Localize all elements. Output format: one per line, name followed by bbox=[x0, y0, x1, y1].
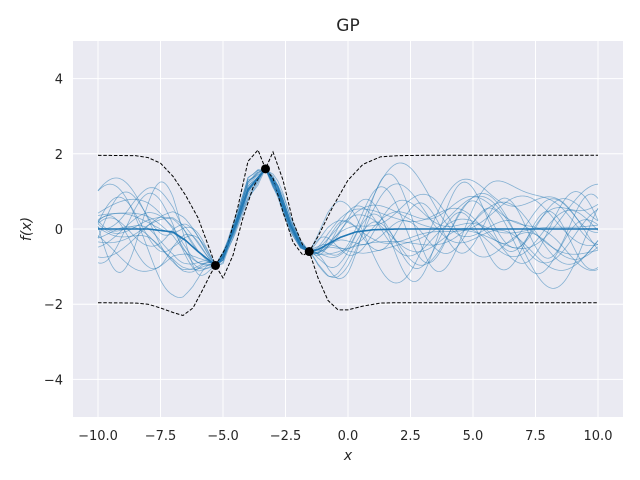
sample-line bbox=[97, 168, 599, 276]
x-axis-ticks: −10.0 −7.5 −5.0 −2.5 0.0 2.5 5.0 7.5 10.0 bbox=[78, 429, 612, 444]
x-tick-label: −2.5 bbox=[270, 429, 302, 444]
x-axis-label: x bbox=[343, 448, 353, 464]
x-tick-label: 2.5 bbox=[400, 429, 421, 444]
sample-line bbox=[97, 168, 599, 275]
sample-line bbox=[97, 168, 599, 271]
chart-title: GP bbox=[336, 16, 359, 36]
y-axis-label: f(x) bbox=[19, 217, 35, 241]
confidence-bounds bbox=[97, 149, 598, 317]
x-tick-label: 5.0 bbox=[463, 429, 484, 444]
mean-line bbox=[98, 167, 598, 267]
upper-bound-line bbox=[97, 149, 598, 267]
sample-line bbox=[97, 168, 599, 289]
x-tick-label: 10.0 bbox=[584, 429, 613, 444]
observations bbox=[211, 164, 314, 270]
y-tick-label: 0 bbox=[55, 223, 63, 238]
posterior-mean bbox=[98, 167, 598, 267]
observation-point bbox=[304, 247, 314, 257]
y-tick-label: 4 bbox=[55, 73, 63, 88]
y-axis-ticks: −4 −2 0 2 4 bbox=[44, 73, 63, 389]
sample-line bbox=[97, 162, 599, 270]
sample-line bbox=[97, 168, 599, 280]
x-tick-label: −10.0 bbox=[78, 429, 118, 444]
x-tick-label: 0.0 bbox=[338, 429, 359, 444]
x-tick-label: −5.0 bbox=[207, 429, 239, 444]
sample-functions bbox=[97, 162, 599, 298]
sample-line bbox=[97, 168, 599, 271]
sample-line bbox=[97, 168, 599, 298]
observation-point bbox=[211, 260, 220, 270]
lower-bound-line bbox=[97, 168, 598, 317]
y-tick-label: −2 bbox=[44, 298, 63, 313]
y-tick-label: 2 bbox=[55, 148, 63, 163]
y-tick-label: −4 bbox=[44, 373, 63, 388]
x-tick-label: 7.5 bbox=[525, 429, 546, 444]
sample-line bbox=[97, 168, 599, 267]
x-tick-label: −7.5 bbox=[145, 429, 177, 444]
observation-point bbox=[261, 164, 270, 174]
